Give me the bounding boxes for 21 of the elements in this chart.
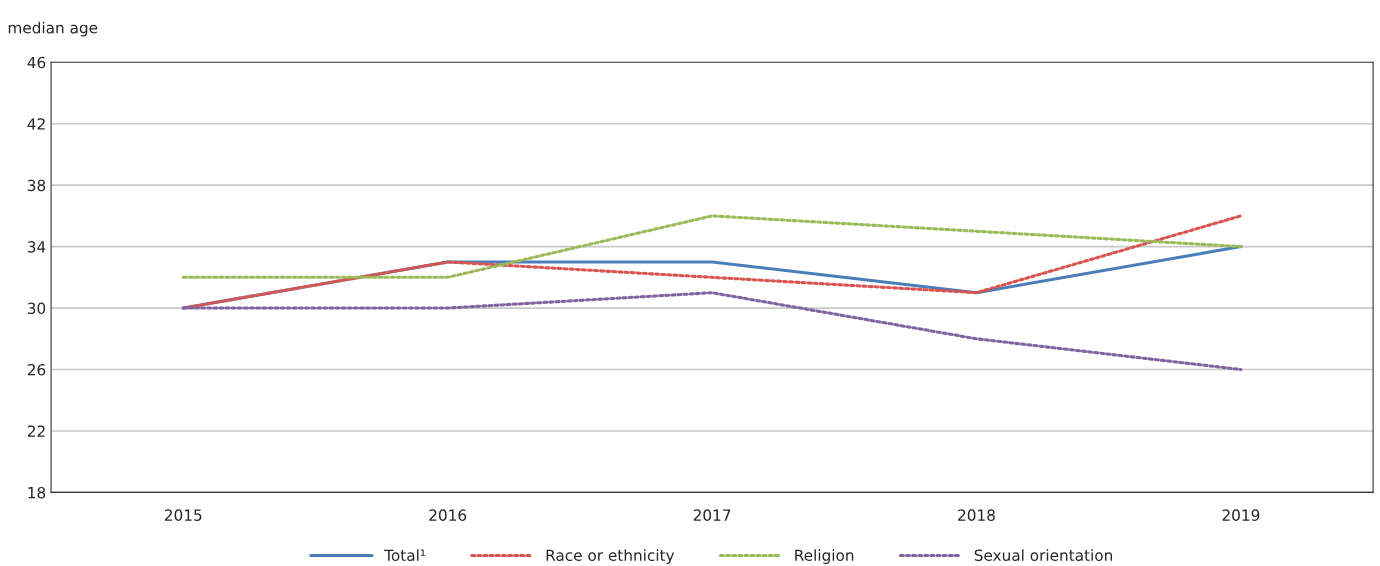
legend-label: Total¹ [384,549,426,562]
legend-label: Religion [795,549,854,564]
y-tick-label: 18 [28,486,46,499]
y-tick-label: 34 [27,241,46,253]
y-tick-label: 22 [27,425,45,437]
legend-label: Race or ethnicity [546,549,675,564]
y-tick-label: 42 [27,118,45,130]
x-tick-label: 2015 [164,509,202,521]
x-tick-label: 2017 [693,509,731,521]
x-tick-label: 2018 [958,509,995,521]
y-tick-label: 30 [27,302,46,315]
y-tick-label: 38 [27,179,46,192]
y-tick-label: 26 [27,363,46,376]
y-tick-label: 46 [27,56,46,69]
y-axis-title: median age [8,21,98,37]
x-tick-label: 2016 [429,509,467,521]
line-series [181,214,1243,279]
legend-label: Sexual orientation [974,549,1113,562]
line-series [181,214,1243,310]
x-tick-label: 2019 [1222,509,1260,521]
line-series [181,291,1243,372]
